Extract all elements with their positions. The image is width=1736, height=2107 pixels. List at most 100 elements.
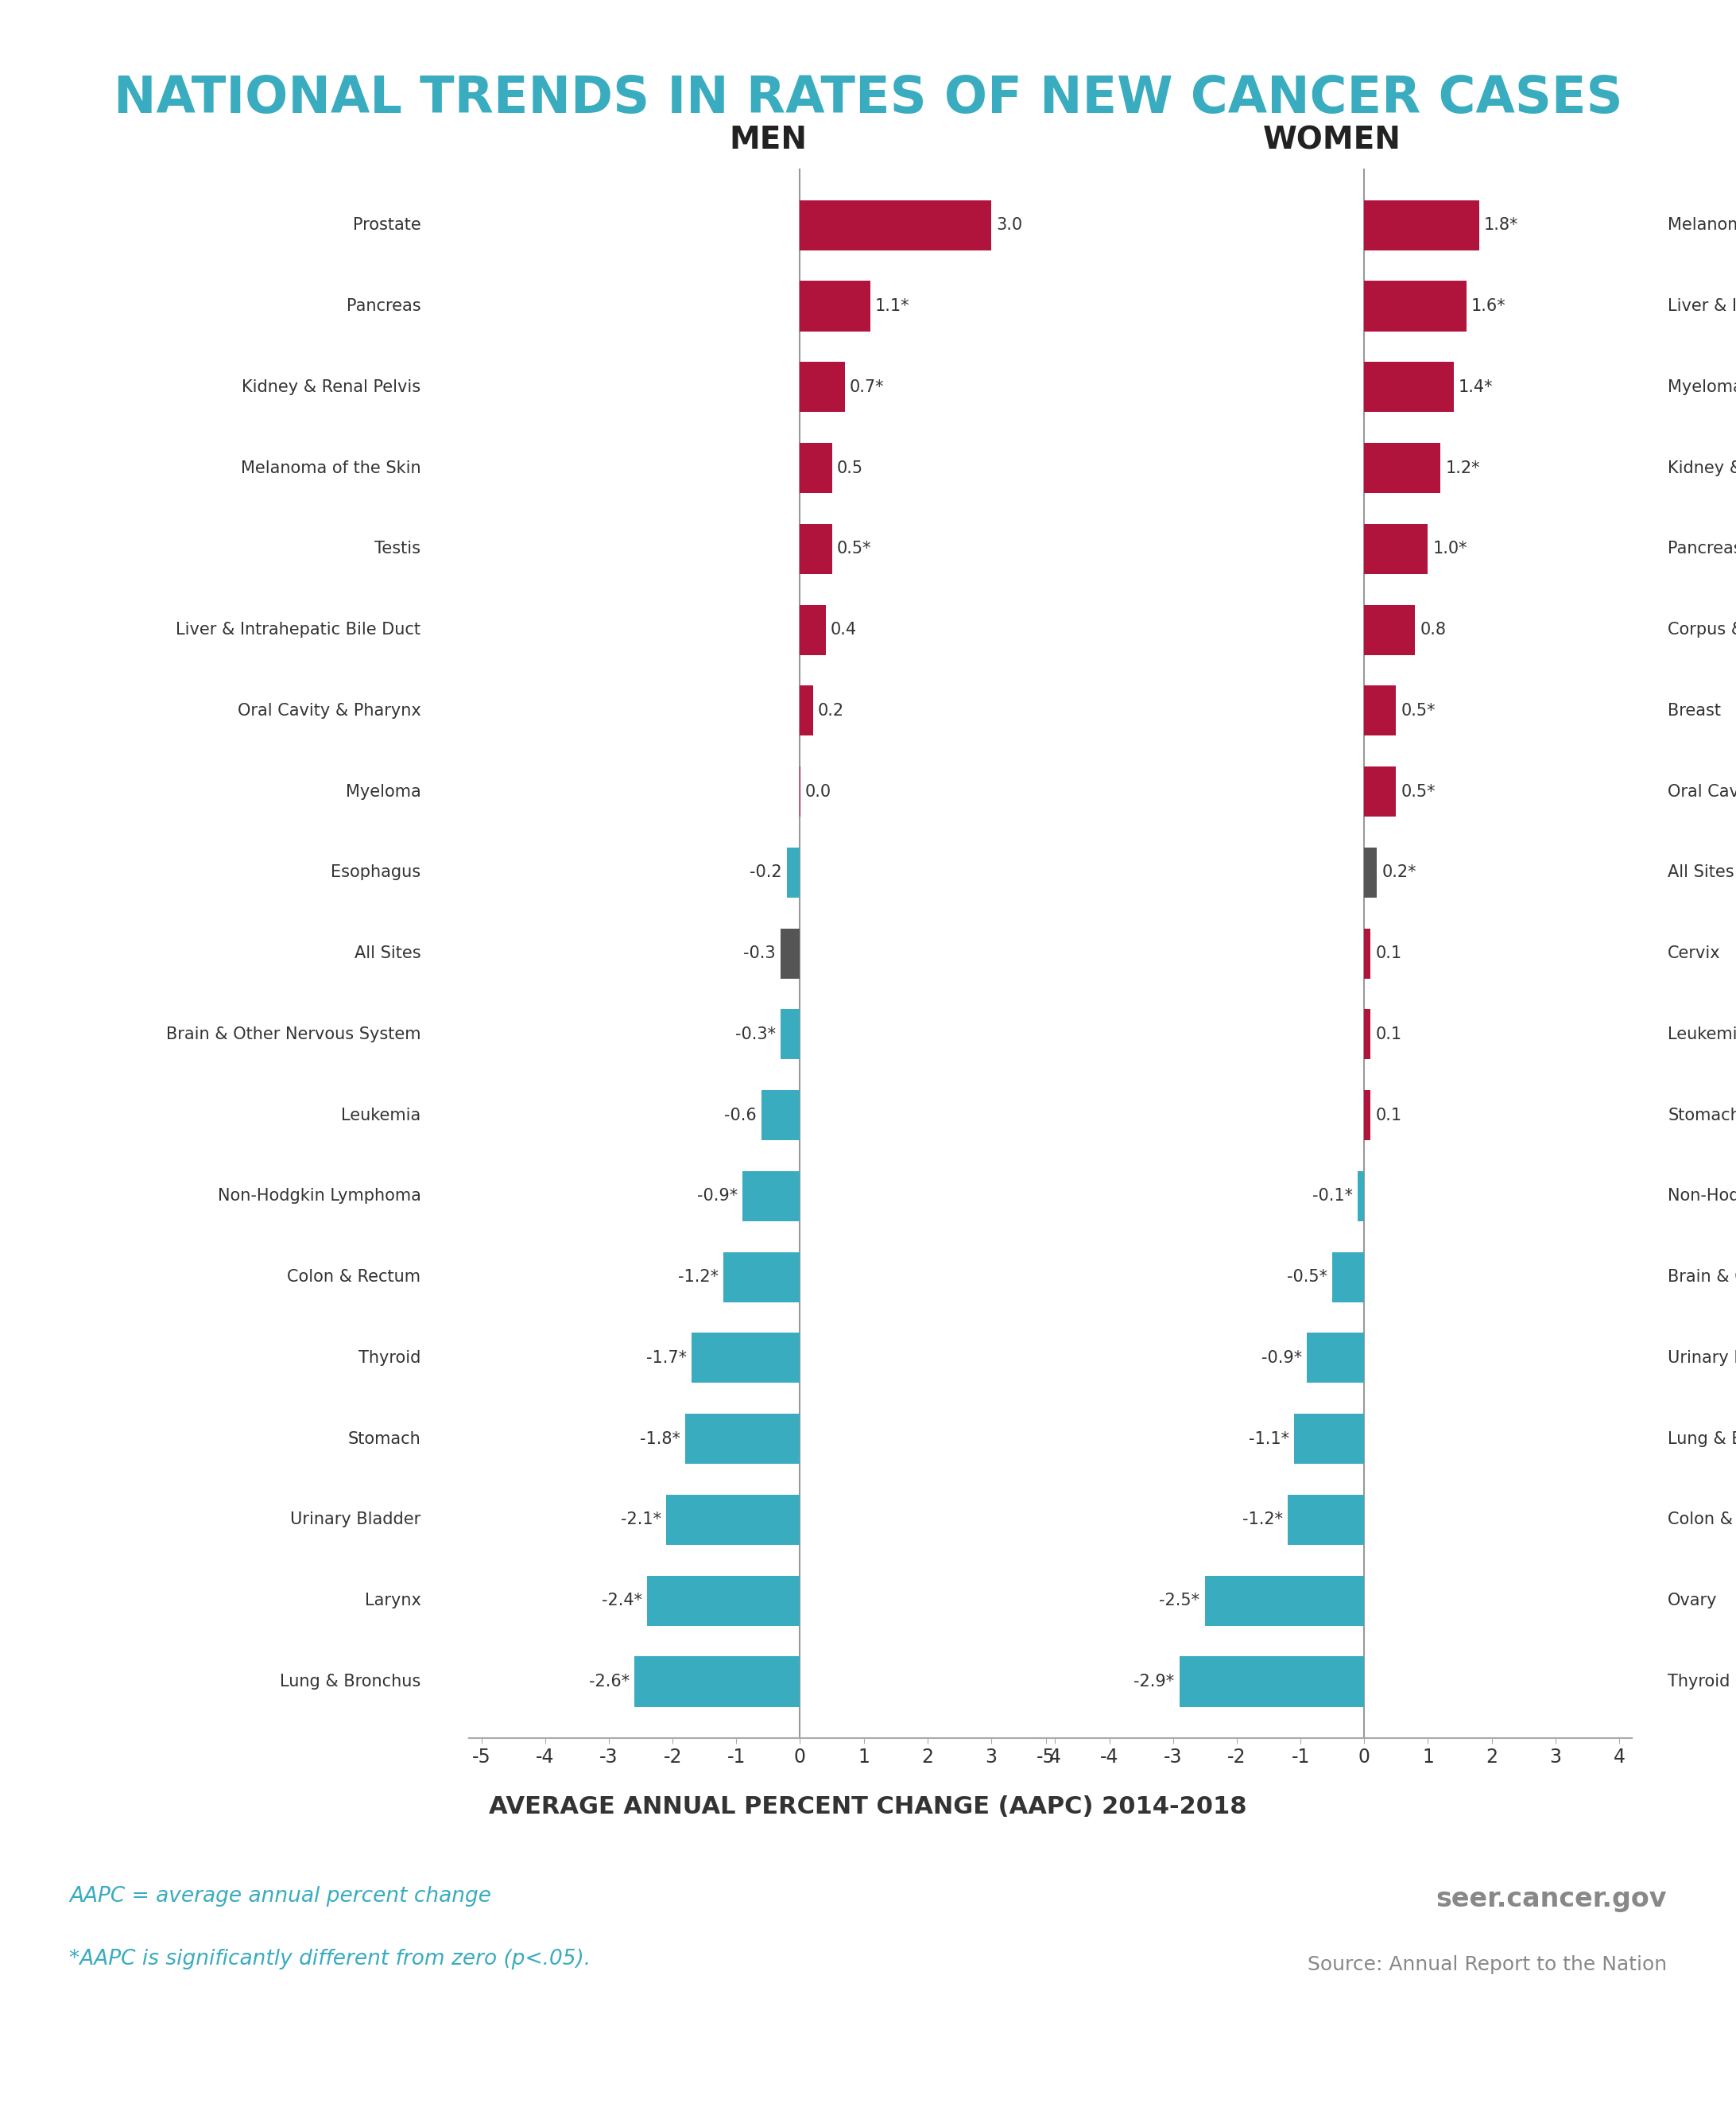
Text: Prostate: Prostate — [352, 217, 420, 234]
Title: WOMEN: WOMEN — [1264, 124, 1401, 156]
Text: -0.6: -0.6 — [724, 1108, 757, 1123]
Text: Colon & Rectum: Colon & Rectum — [286, 1268, 420, 1285]
Text: -0.3*: -0.3* — [736, 1026, 776, 1043]
Text: Liver & Intrahepatic Bile Duct: Liver & Intrahepatic Bile Duct — [175, 622, 420, 638]
Text: -0.1*: -0.1* — [1312, 1188, 1352, 1203]
Text: Larynx: Larynx — [365, 1593, 420, 1608]
Text: Liver & Intrahepatic Bile Duct: Liver & Intrahepatic Bile Duct — [1668, 299, 1736, 314]
Bar — [1293, 1414, 1364, 1464]
Bar — [1358, 1171, 1364, 1222]
Bar — [800, 362, 845, 413]
Bar — [1364, 280, 1467, 331]
Text: 1.1*: 1.1* — [875, 299, 910, 314]
Text: Thyroid: Thyroid — [1668, 1673, 1731, 1690]
Text: Cervix: Cervix — [1668, 946, 1720, 961]
Text: Non-Hodgkin Lymphoma: Non-Hodgkin Lymphoma — [1668, 1188, 1736, 1203]
Text: -1.7*: -1.7* — [646, 1351, 687, 1365]
Text: -2.9*: -2.9* — [1134, 1673, 1174, 1690]
Bar — [800, 605, 826, 655]
Text: 0.0: 0.0 — [806, 784, 832, 799]
Text: -2.6*: -2.6* — [589, 1673, 628, 1690]
Bar — [800, 200, 991, 251]
Text: 1.0*: 1.0* — [1432, 541, 1467, 556]
Bar — [1364, 605, 1415, 655]
Text: 0.5*: 0.5* — [1401, 784, 1436, 799]
Text: -0.2: -0.2 — [750, 864, 783, 881]
Text: Melanoma of the Skin: Melanoma of the Skin — [1668, 217, 1736, 234]
Text: Oral Cavity & Pharynx: Oral Cavity & Pharynx — [1668, 784, 1736, 799]
Bar — [1364, 1089, 1371, 1140]
Bar — [724, 1252, 800, 1302]
Text: Source: Annual Report to the Nation: Source: Annual Report to the Nation — [1307, 1955, 1667, 1974]
Bar — [1307, 1334, 1364, 1382]
Text: 1.4*: 1.4* — [1458, 379, 1493, 394]
Bar — [1364, 767, 1396, 818]
Bar — [800, 442, 832, 493]
Text: -1.8*: -1.8* — [641, 1431, 681, 1448]
Text: 0.8: 0.8 — [1420, 622, 1446, 638]
Text: 0.5*: 0.5* — [837, 541, 871, 556]
Bar — [1364, 929, 1371, 978]
Text: Kidney & Renal Pelvis: Kidney & Renal Pelvis — [1668, 459, 1736, 476]
Bar — [800, 685, 812, 735]
Text: Lung & Bronchus: Lung & Bronchus — [1668, 1431, 1736, 1448]
Text: 0.2*: 0.2* — [1382, 864, 1417, 881]
Text: -0.9*: -0.9* — [696, 1188, 738, 1203]
Text: Non-Hodgkin Lymphoma: Non-Hodgkin Lymphoma — [217, 1188, 420, 1203]
Text: Colon & Rectum: Colon & Rectum — [1668, 1513, 1736, 1528]
Bar — [1288, 1494, 1364, 1544]
Text: NATIONAL TRENDS IN RATES OF NEW CANCER CASES: NATIONAL TRENDS IN RATES OF NEW CANCER C… — [113, 74, 1623, 122]
Text: 0.7*: 0.7* — [849, 379, 884, 394]
Text: -2.4*: -2.4* — [601, 1593, 642, 1608]
Bar — [781, 929, 800, 978]
Text: All Sites: All Sites — [1668, 864, 1734, 881]
Text: Leukemia: Leukemia — [1668, 1026, 1736, 1043]
Bar — [1179, 1656, 1364, 1707]
Bar — [1364, 525, 1429, 573]
Text: All Sites: All Sites — [354, 946, 420, 961]
Bar — [800, 525, 832, 573]
Text: Stomach: Stomach — [347, 1431, 420, 1448]
Text: -0.3: -0.3 — [743, 946, 776, 961]
Text: -1.2*: -1.2* — [1243, 1513, 1283, 1528]
Text: Melanoma of the Skin: Melanoma of the Skin — [241, 459, 420, 476]
Text: Myeloma: Myeloma — [345, 784, 420, 799]
Text: 3.0: 3.0 — [996, 217, 1023, 234]
Bar — [1205, 1576, 1364, 1627]
Text: 0.1: 0.1 — [1375, 1026, 1403, 1043]
Text: -1.1*: -1.1* — [1248, 1431, 1290, 1448]
Bar — [667, 1494, 800, 1544]
Text: Ovary: Ovary — [1668, 1593, 1717, 1608]
Text: AVERAGE ANNUAL PERCENT CHANGE (AAPC) 2014-2018: AVERAGE ANNUAL PERCENT CHANGE (AAPC) 201… — [490, 1795, 1246, 1818]
Bar — [1364, 1009, 1371, 1060]
Bar — [1364, 200, 1479, 251]
Text: 0.1: 0.1 — [1375, 1108, 1403, 1123]
Text: Kidney & Renal Pelvis: Kidney & Renal Pelvis — [241, 379, 420, 394]
Text: 0.5*: 0.5* — [1401, 704, 1436, 718]
Text: -2.5*: -2.5* — [1160, 1593, 1200, 1608]
Text: Breast: Breast — [1668, 704, 1720, 718]
Text: Thyroid: Thyroid — [359, 1351, 420, 1365]
Bar — [686, 1414, 800, 1464]
Bar — [634, 1656, 800, 1707]
Text: *AAPC is significantly different from zero (p<.05).: *AAPC is significantly different from ze… — [69, 1949, 590, 1970]
Text: Testis: Testis — [375, 541, 420, 556]
Text: -0.9*: -0.9* — [1260, 1351, 1302, 1365]
Text: -1.2*: -1.2* — [679, 1268, 719, 1285]
Text: 0.2: 0.2 — [818, 704, 844, 718]
Text: Pancreas: Pancreas — [1668, 541, 1736, 556]
Bar — [788, 847, 800, 898]
Bar — [648, 1576, 800, 1627]
Text: Esophagus: Esophagus — [332, 864, 420, 881]
Title: MEN: MEN — [729, 124, 807, 156]
Text: -2.1*: -2.1* — [620, 1513, 661, 1528]
Text: 0.4: 0.4 — [830, 622, 858, 638]
Bar — [743, 1171, 800, 1222]
Text: seer.cancer.gov: seer.cancer.gov — [1436, 1886, 1667, 1911]
Text: Urinary Bladder: Urinary Bladder — [290, 1513, 420, 1528]
Text: 1.6*: 1.6* — [1472, 299, 1505, 314]
Bar — [691, 1334, 800, 1382]
Text: Stomach: Stomach — [1668, 1108, 1736, 1123]
Text: Brain & Other Nervous System: Brain & Other Nervous System — [167, 1026, 420, 1043]
Bar — [1364, 847, 1377, 898]
